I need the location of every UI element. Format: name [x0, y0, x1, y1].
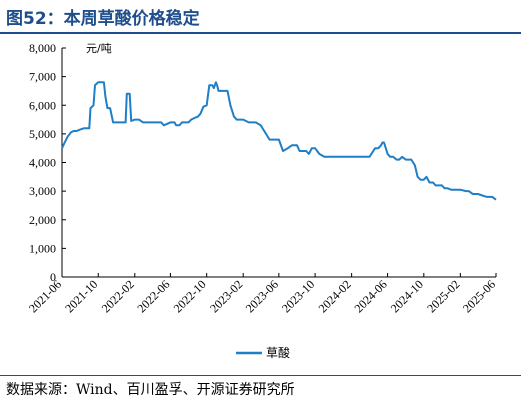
figure-title: 图52：本周草酸价格稳定: [6, 9, 200, 29]
x-tick-label: 2022-10: [171, 277, 209, 315]
series-layer: [61, 81, 497, 201]
legend: 草酸: [236, 345, 290, 360]
y-axis-unit-label: 元/吨: [86, 42, 112, 55]
x-tick-label: 2024-02: [316, 277, 354, 315]
y-tick-label: 5,000: [29, 127, 56, 141]
y-tick-label: 8,000: [29, 41, 56, 55]
y-tick-label: 3,000: [29, 184, 56, 198]
y-tick-label: 2,000: [29, 213, 56, 227]
x-tick-label: 2021-06: [26, 277, 64, 315]
x-tick-label: 2025-02: [424, 277, 462, 315]
x-tick-label: 2024-06: [352, 277, 390, 315]
x-tick-label: 2023-06: [243, 277, 281, 315]
y-tick-label: 4,000: [29, 156, 56, 170]
y-tick-label: 0: [50, 270, 56, 284]
x-tick-label: 2022-06: [134, 277, 172, 315]
x-axis-ticks: 2021-062021-102022-022022-062022-102023-…: [26, 273, 498, 315]
x-tick-label: 2023-02: [207, 277, 245, 315]
y-tick-label: 6,000: [29, 98, 56, 112]
source-divider: [0, 375, 521, 376]
y-tick-label: 1,000: [29, 241, 56, 255]
series-line: [61, 81, 497, 201]
legend-label: 草酸: [266, 345, 290, 360]
x-tick-label: 2022-02: [99, 277, 137, 315]
x-tick-label: 2025-06: [460, 277, 498, 315]
source-note: 数据来源：Wind、百川盈孚、开源证券研究所: [6, 382, 295, 398]
y-tick-label: 7,000: [29, 70, 56, 84]
title-divider: [0, 32, 521, 34]
x-tick-label: 2021-10: [62, 277, 100, 315]
y-axis-ticks: 0 1,000 2,000 3,000 4,000 5,000 6,000 7,000 8,00…: [29, 41, 66, 284]
x-tick-label: 2023-10: [279, 277, 317, 315]
chart-axes: [61, 48, 496, 278]
x-tick-label: 2024-10: [388, 277, 426, 315]
